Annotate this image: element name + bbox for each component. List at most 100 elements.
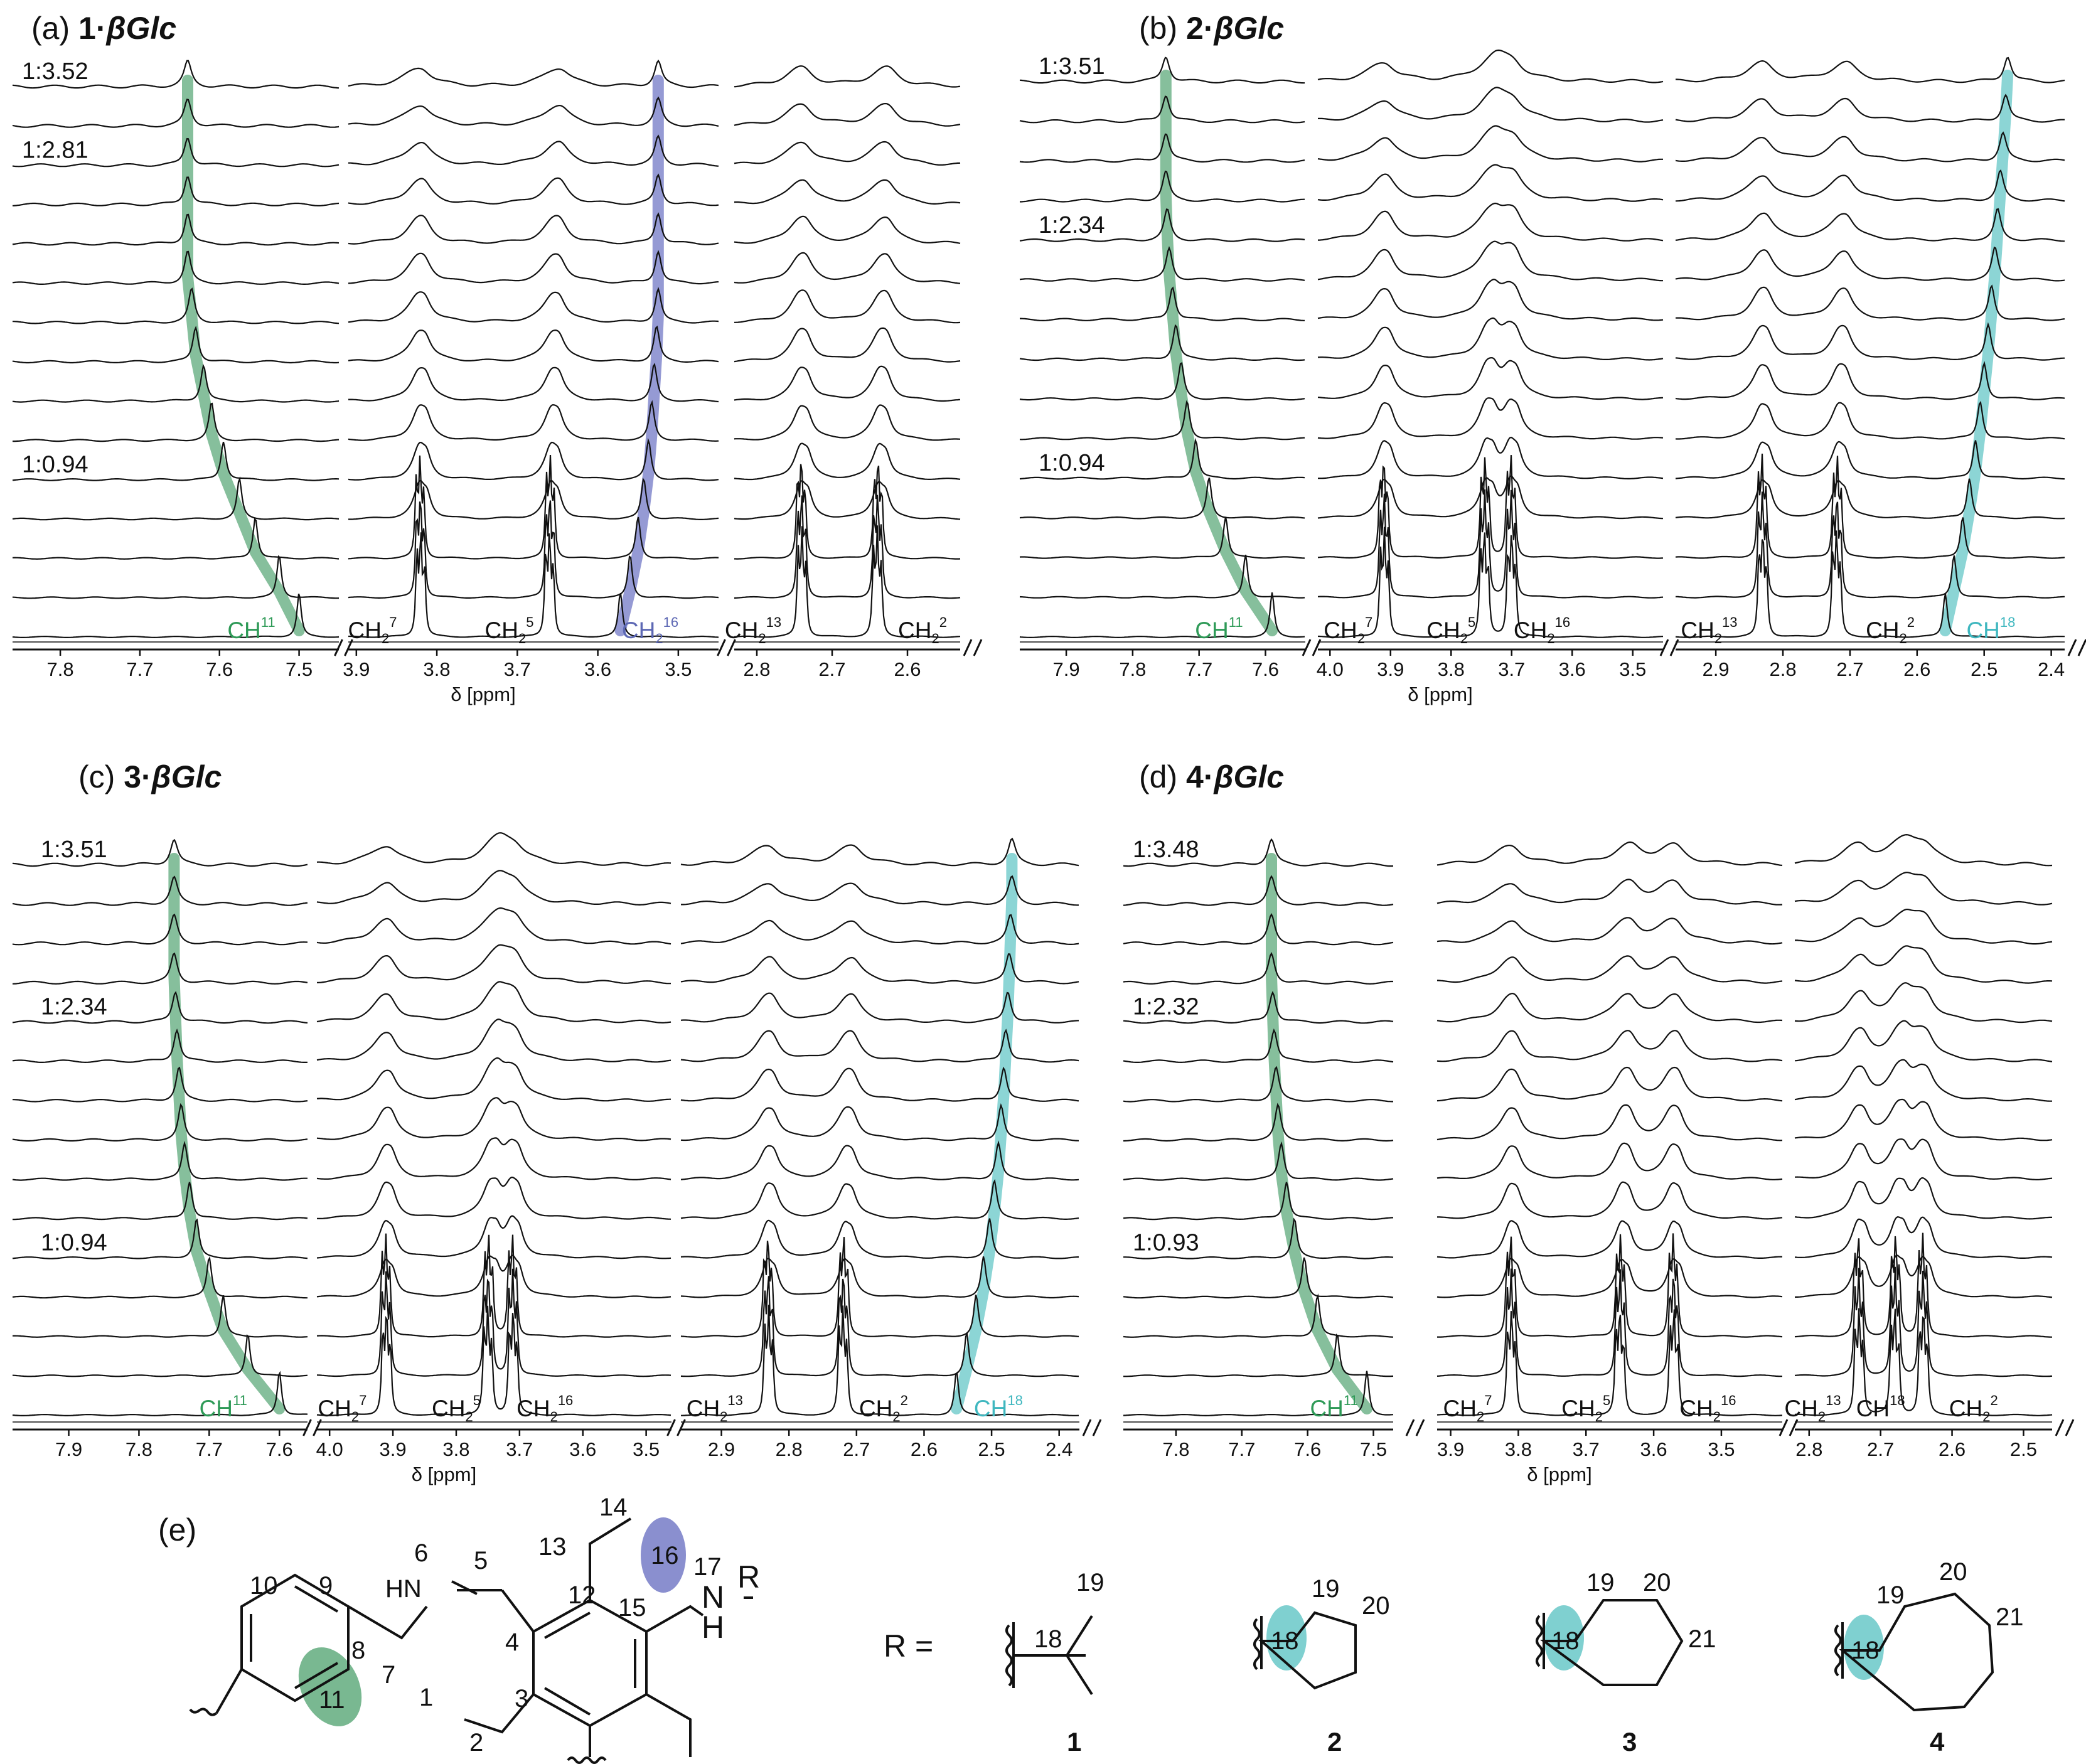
axis-break [1778,1419,1799,1436]
x-tick-label: 7.6 [206,658,233,680]
highlight-ch11 [1160,70,1278,636]
trace-2-seg-1 [348,134,719,167]
trace-8-seg-2 [680,1140,1079,1181]
trace-1-seg-2 [734,103,961,127]
trace-10-seg-1 [1318,436,1664,479]
sub4-atom-19: 19 [1876,1581,1905,1609]
trace-1-seg-2 [1794,872,2053,906]
ratio-label: 1:3.51 [41,837,107,863]
sub3-atom-20: 20 [1643,1569,1671,1596]
trace-13-seg-1 [348,500,719,599]
trace-5-seg-2 [1794,1020,2053,1062]
trace-14-seg-0 [1123,1371,1394,1416]
trace-8-seg-1 [1317,356,1664,400]
axis-break [717,639,736,656]
x-tick-label: 2.6 [911,1438,938,1460]
ratio-label: 1:0.94 [41,1229,107,1256]
trace-8-seg-2 [1675,361,2065,400]
trace-6-seg-2 [734,289,961,324]
trace-8-seg-1 [348,362,719,403]
x-tick-label: 3.5 [1619,658,1646,680]
atom-number-10: 10 [250,1572,278,1600]
trace-11-seg-0 [12,476,340,521]
x-tick-label: 3.9 [1377,658,1404,680]
trace-14-seg-2 [681,1305,1079,1416]
sub4-atom-18: 18 [1851,1637,1880,1664]
x-tick-label: 3.8 [1438,658,1465,680]
sub3-atom-21: 21 [1688,1625,1716,1653]
trace-2-seg-2 [680,914,1079,945]
x-tick-label: 7.8 [1119,658,1146,680]
trace-7-seg-0 [1123,1103,1394,1142]
x-tick-label: 3.7 [1573,1438,1600,1460]
peak-label: CH216 [1679,1392,1736,1425]
trace-2-seg-0 [1123,912,1394,946]
trace-3-seg-1 [348,173,719,206]
atom-number-16: 16 [651,1542,679,1569]
atom-number-7: 7 [382,1661,395,1689]
sub1-atom-18: 18 [1034,1625,1062,1653]
r-group-label: R [737,1559,760,1595]
trace-1-seg-2 [681,875,1079,906]
x-tick-label: 3.6 [1640,1438,1667,1460]
ratio-label: 1:2.34 [41,994,107,1020]
trace-12-seg-1 [348,454,719,560]
trace-0-seg-0 [1019,56,1305,84]
atom-number-13: 13 [538,1533,567,1561]
trace-1-seg-0 [1019,95,1305,124]
trace-8-seg-0 [12,1140,308,1181]
trace-3-seg-0 [13,176,340,206]
trace-4-seg-1 [348,212,719,245]
axis-break [1405,1419,1425,1436]
spectra-traces [12,59,961,639]
x-tick-label: 3.5 [633,1438,660,1460]
trace-4-seg-2 [1675,208,2065,242]
peak-label: CH216 [1514,614,1570,646]
trace-11-seg-0 [12,1256,308,1299]
trace-2-seg-1 [316,907,671,945]
atom-number-2: 2 [469,1729,483,1756]
trace-11-seg-0 [1019,478,1305,520]
trace-8-seg-1 [316,1137,671,1180]
peak-label: CH27 [348,614,397,646]
trace-4-seg-1 [1318,202,1664,242]
trace-9-seg-0 [1019,400,1305,441]
trace-9-seg-0 [1123,1182,1393,1221]
trace-14-seg-1 [316,1305,671,1416]
trace-13-seg-2 [734,494,961,599]
ratio-label: 1:3.52 [22,58,88,85]
x-tick-label: 2.5 [978,1438,1005,1460]
x-tick-label: 7.8 [1162,1438,1189,1460]
atom-number-1: 1 [419,1684,433,1711]
sub4-atom-21: 21 [1996,1603,2024,1631]
peak-label: CH11 [1195,614,1243,643]
ratio-label: 1:3.48 [1133,837,1199,863]
x-tick-label: 7.7 [1185,658,1212,680]
x-tick-label: 3.6 [569,1438,596,1460]
trace-14-seg-0 [12,593,340,639]
x-tick-label: 2.4 [1046,1438,1072,1460]
x-tick-label: 3.6 [584,658,611,680]
trace-3-seg-2 [734,179,961,205]
trace-11-seg-2 [734,479,961,520]
sub2-atom-19: 19 [1312,1575,1340,1603]
trace-1-seg-1 [1318,87,1664,123]
r-equals-label: R = [884,1628,933,1664]
trace-0-seg-1 [348,59,719,88]
trace-9-seg-2 [1675,400,2065,441]
peak-label: CH27 [1324,614,1372,646]
trace-7-seg-0 [1019,324,1305,361]
trace-5-seg-0 [1123,1028,1394,1064]
x-tick-label: 2.7 [843,1438,870,1460]
trace-0-seg-2 [1794,833,2053,867]
sub4-atom-20: 20 [1939,1558,1967,1586]
trace-14-seg-2 [734,525,961,638]
trace-8-seg-2 [1795,1138,2053,1180]
trace-12-seg-2 [734,464,961,560]
sub1-atom-19: 19 [1076,1569,1105,1596]
peak-label: CH216 [516,1392,573,1425]
trace-12-seg-0 [13,517,340,560]
trace-7-seg-2 [1794,1098,2053,1141]
ratio-label: 1:2.81 [22,137,88,163]
trace-2-seg-2 [734,141,961,166]
